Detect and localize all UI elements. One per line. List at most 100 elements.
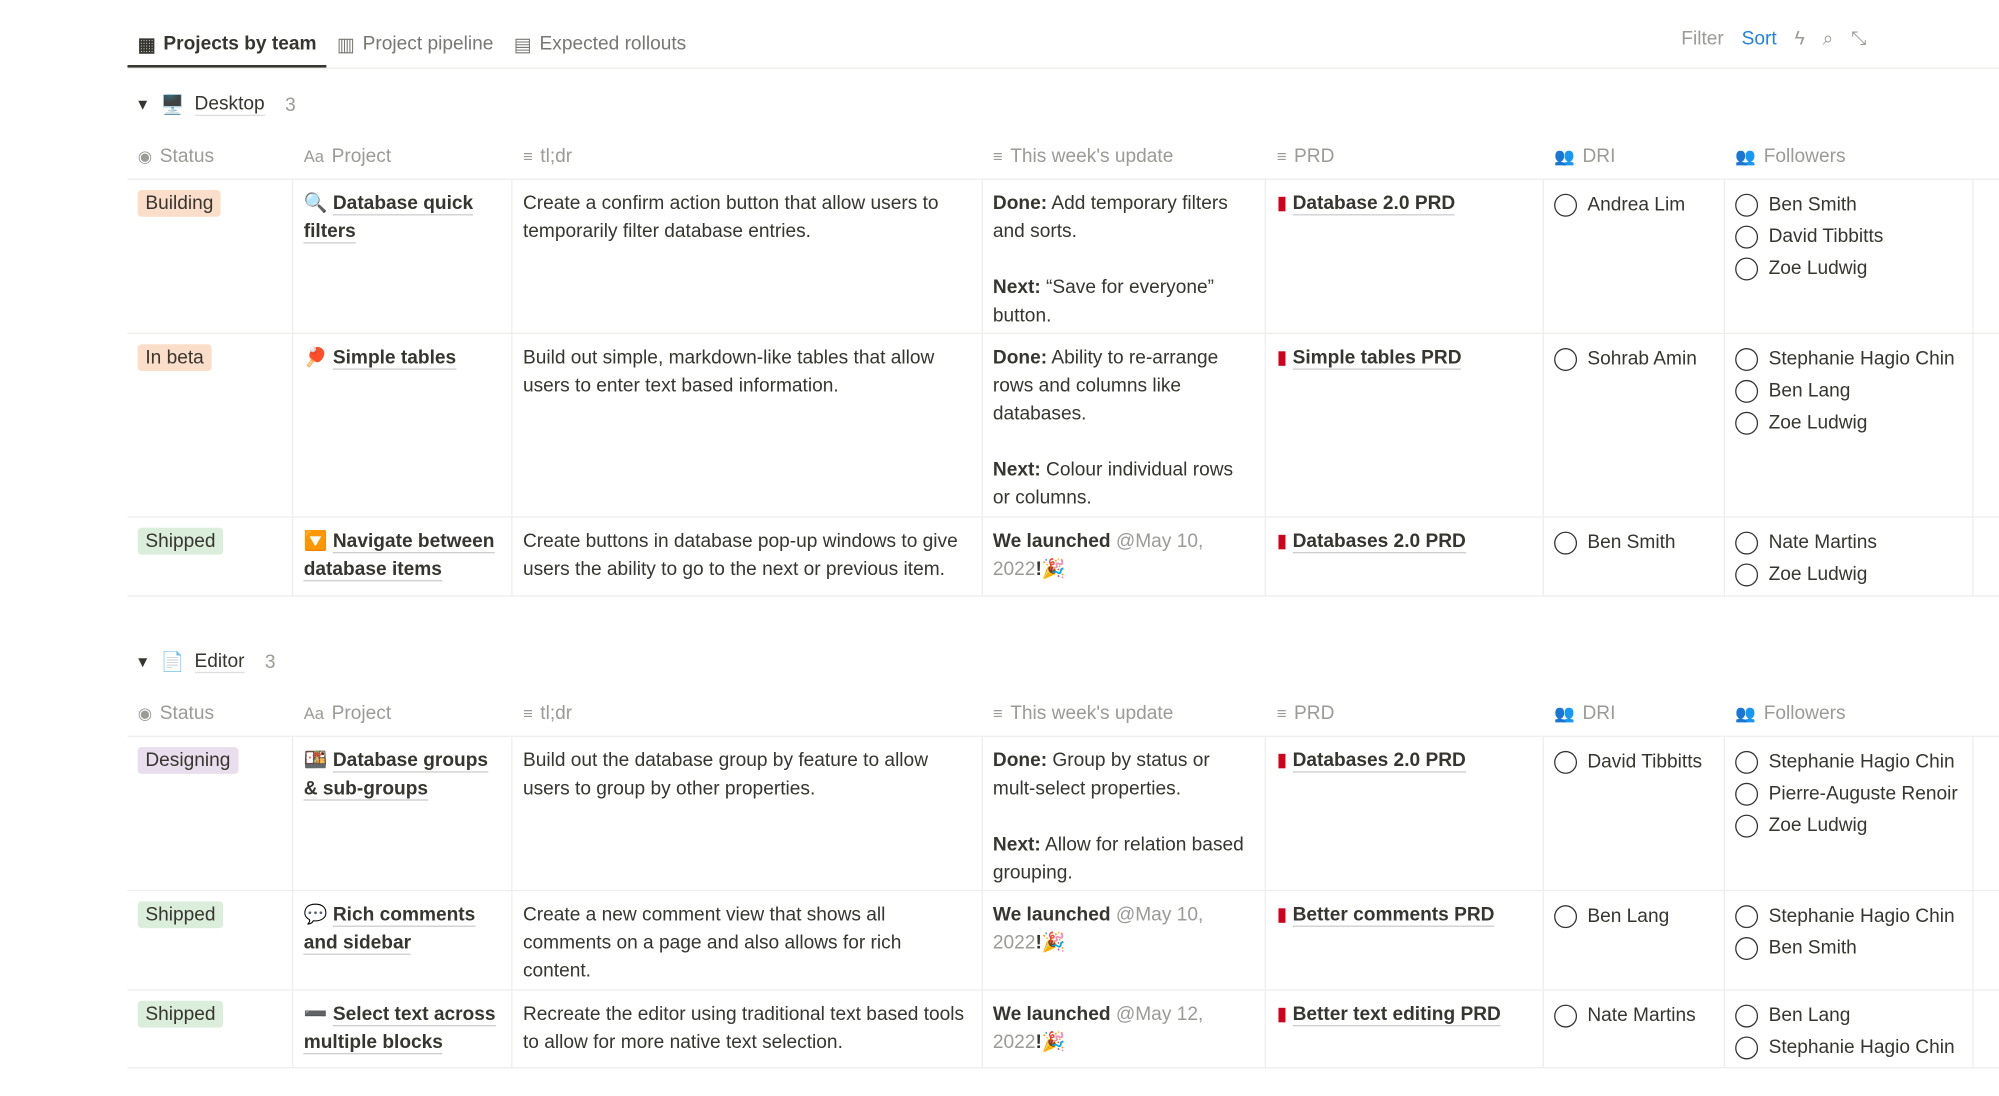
followers-cell[interactable]: Stephanie Hagio Chin Ben Lang Zoe Ludwig [1725, 334, 1974, 517]
project-cell[interactable]: 🏓 Simple tables [294, 334, 513, 517]
follower[interactable]: Stephanie Hagio Chin [1735, 342, 1962, 376]
group-header[interactable]: ▼ 🖥️ Desktop 3 [127, 89, 1999, 120]
followers-cell[interactable]: Stephanie Hagio Chin Pierre-Auguste Renoi… [1725, 736, 1974, 890]
update-cell[interactable]: Done: Add temporary filters and sorts. Ne… [983, 179, 1267, 333]
prd-cell[interactable]: ▮ Database 2.0 PRD [1267, 179, 1544, 333]
follower[interactable]: Zoe Ludwig [1735, 808, 1962, 842]
status-cell[interactable]: In beta [127, 334, 294, 517]
sort-button[interactable]: Sort [1741, 28, 1777, 50]
column-header[interactable]: 👥 Followers [1725, 692, 1973, 735]
tldr-cell[interactable]: Recreate the editor using traditional te… [513, 990, 983, 1068]
prd-cell[interactable]: ▮ Better text editing PRD [1267, 990, 1544, 1068]
project-cell[interactable]: 🔍 Database quick filters [294, 179, 513, 333]
project-link[interactable]: Database quick filters [303, 192, 474, 244]
column-header[interactable]: 👥 Followers [1725, 135, 1973, 178]
follower[interactable]: Ben Smith [1735, 931, 1962, 965]
dri-cell[interactable]: Andrea Lim [1544, 179, 1726, 333]
status-cell[interactable]: Building [127, 179, 294, 333]
tab-projects-by-team[interactable]: ▦ Projects by team [127, 23, 327, 68]
dri-cell[interactable]: Ben Lang [1544, 891, 1726, 990]
prd-link[interactable]: Databases 2.0 PRD [1292, 530, 1466, 554]
project-cell[interactable]: 🔽 Navigate between database items [294, 517, 513, 596]
follower[interactable]: Ben Lang [1735, 998, 1962, 1032]
project-cell[interactable]: ➖ Select text across multiple blocks [294, 990, 513, 1068]
project-cell[interactable]: 🍱 Database groups & sub-groups [294, 736, 513, 890]
column-header[interactable]: 👥 DRI [1544, 135, 1725, 178]
follower[interactable]: Stephanie Hagio Chin [1735, 1030, 1962, 1064]
follower[interactable]: Stephanie Hagio Chin [1735, 899, 1962, 933]
project-link[interactable]: Navigate between database items [303, 530, 495, 582]
followers-cell[interactable]: Nate Martins Zoe Ludwig [1725, 517, 1974, 596]
update-cell[interactable]: We launched @May 10, 2022!🎉 [983, 517, 1267, 596]
date-mention[interactable]: @May 10, 2022 [992, 903, 1204, 954]
date-mention[interactable]: @May 10, 2022 [992, 530, 1204, 581]
table-row[interactable]: Shipped 💬 Rich comments and sidebar Crea… [127, 891, 1999, 991]
column-header[interactable]: ≡ This week's update [983, 135, 1267, 178]
column-header[interactable]: Aa Project [294, 135, 513, 178]
lightning-icon[interactable]: ϟ [1794, 28, 1805, 50]
column-header[interactable]: ≡ This week's update [983, 692, 1267, 735]
filter-button[interactable]: Filter [1681, 28, 1724, 50]
column-header[interactable]: ≡ PRD [1267, 692, 1544, 735]
dri-cell[interactable]: Sohrab Amin [1544, 334, 1726, 517]
update-cell[interactable]: Done: Ability to re-arrange rows and col… [983, 334, 1267, 517]
follower[interactable]: Zoe Ludwig [1735, 251, 1962, 285]
status-cell[interactable]: Shipped [127, 990, 294, 1068]
column-header[interactable]: Aa Project [294, 692, 513, 735]
update-cell[interactable]: We launched @May 12, 2022!🎉 [983, 990, 1267, 1068]
caret-down-icon[interactable]: ▼ [135, 652, 151, 671]
column-header[interactable]: ◉ Status [127, 692, 293, 735]
dri-cell[interactable]: David Tibbitts [1544, 736, 1726, 890]
follower[interactable]: Ben Smith [1735, 187, 1962, 221]
prd-cell[interactable]: ▮ Databases 2.0 PRD [1267, 736, 1544, 890]
status-cell[interactable]: Designing [127, 736, 294, 890]
project-link[interactable]: Rich comments and sidebar [303, 903, 476, 955]
project-link[interactable]: Select text across multiple blocks [303, 1003, 496, 1055]
column-header[interactable]: ≡ tl;dr [513, 135, 983, 178]
prd-link[interactable]: Better text editing PRD [1292, 1003, 1501, 1027]
follower[interactable]: Ben Lang [1735, 374, 1962, 408]
followers-cell[interactable]: Stephanie Hagio Chin Ben Smith [1725, 891, 1974, 990]
prd-cell[interactable]: ▮ Simple tables PRD [1267, 334, 1544, 517]
project-link[interactable]: Simple tables [332, 346, 457, 370]
search-icon[interactable]: ⌕ [1822, 28, 1834, 50]
follower[interactable]: David Tibbitts [1735, 219, 1962, 253]
prd-cell[interactable]: ▮ Better comments PRD [1267, 891, 1544, 990]
column-header[interactable]: ≡ tl;dr [513, 692, 983, 735]
status-cell[interactable]: Shipped [127, 517, 294, 596]
follower[interactable]: Stephanie Hagio Chin [1735, 745, 1962, 779]
expand-icon[interactable]: ⤡ [1851, 28, 1867, 50]
tldr-cell[interactable]: Build out simple, markdown-like tables t… [513, 334, 983, 517]
dri-cell[interactable]: Ben Smith [1544, 517, 1726, 596]
prd-link[interactable]: Databases 2.0 PRD [1292, 749, 1466, 773]
date-mention[interactable]: @May 12, 2022 [992, 1003, 1204, 1054]
column-header[interactable]: ◉ Status [127, 135, 293, 178]
status-cell[interactable]: Shipped [127, 891, 294, 990]
follower[interactable]: Zoe Ludwig [1735, 405, 1962, 439]
tldr-cell[interactable]: Create a confirm action button that allo… [513, 179, 983, 333]
table-row[interactable]: In beta 🏓 Simple tables Build out simple… [127, 334, 1999, 518]
follower[interactable]: Nate Martins [1735, 525, 1962, 559]
column-header[interactable]: 👥 DRI [1544, 692, 1725, 735]
column-header[interactable]: ≡ PRD [1267, 135, 1544, 178]
prd-link[interactable]: Database 2.0 PRD [1292, 192, 1456, 216]
tldr-cell[interactable]: Build out the database group by feature … [513, 736, 983, 890]
project-cell[interactable]: 💬 Rich comments and sidebar [294, 891, 513, 990]
prd-link[interactable]: Better comments PRD [1292, 903, 1495, 927]
follower[interactable]: Zoe Ludwig [1735, 557, 1962, 591]
update-cell[interactable]: We launched @May 10, 2022!🎉 [983, 891, 1267, 990]
table-row[interactable]: Designing 🍱 Database groups & sub-groups… [127, 736, 1999, 892]
followers-cell[interactable]: Ben Smith David Tibbitts Zoe Ludwig [1725, 179, 1974, 333]
tldr-cell[interactable]: Create buttons in database pop-up window… [513, 517, 983, 596]
followers-cell[interactable]: Ben Lang Stephanie Hagio Chin [1725, 990, 1974, 1068]
caret-down-icon[interactable]: ▼ [135, 95, 151, 114]
follower[interactable]: Pierre-Auguste Renoir [1735, 776, 1962, 810]
dri-cell[interactable]: Nate Martins [1544, 990, 1726, 1068]
table-row[interactable]: Building 🔍 Database quick filters Create… [127, 179, 1999, 335]
table-row[interactable]: Shipped ➖ Select text across multiple bl… [127, 990, 1999, 1069]
table-row[interactable]: Shipped 🔽 Navigate between database item… [127, 517, 1999, 597]
group-header[interactable]: ▼ 📄 Editor 3 [127, 646, 1999, 677]
prd-cell[interactable]: ▮ Databases 2.0 PRD [1267, 517, 1544, 596]
tab-project-pipeline[interactable]: ▥ Project pipeline [336, 33, 494, 56]
project-link[interactable]: Database groups & sub-groups [303, 749, 489, 801]
